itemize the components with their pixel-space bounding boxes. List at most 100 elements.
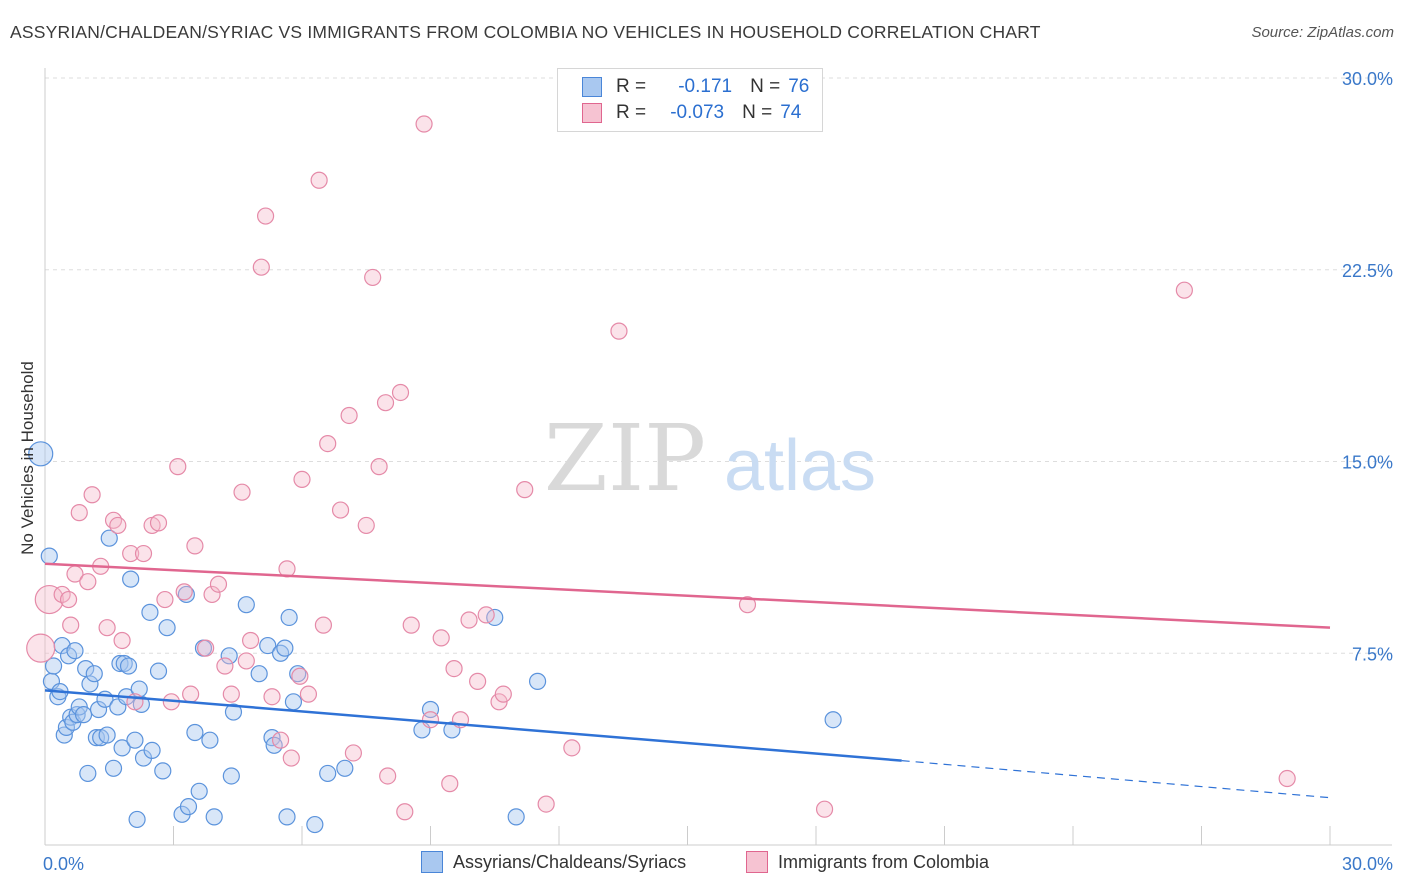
point-colombia — [432, 629, 450, 647]
point-assyrian — [824, 711, 842, 729]
point-colombia — [169, 458, 187, 476]
y-tick-label: 7.5% — [1352, 644, 1393, 664]
point-assyrian — [319, 764, 337, 783]
point-colombia — [34, 584, 64, 615]
point-assyrian — [276, 639, 294, 657]
trend-lines — [44, 562, 1331, 799]
point-assyrian — [100, 529, 118, 547]
trend-line-assyrian-extension — [901, 760, 1331, 799]
point-assyrian — [154, 762, 172, 780]
point-colombia — [344, 744, 362, 762]
point-colombia — [477, 606, 495, 624]
point-colombia — [79, 573, 97, 591]
point-assyrian — [44, 657, 63, 675]
point-assyrian — [222, 767, 240, 785]
point-assyrian — [113, 739, 131, 757]
point-assyrian — [89, 700, 108, 719]
point-colombia — [216, 657, 234, 675]
point-assyrian — [28, 441, 54, 467]
point-colombia — [186, 537, 204, 555]
point-colombia — [563, 739, 581, 757]
point-assyrian — [201, 731, 219, 749]
point-colombia — [70, 504, 88, 522]
point-colombia — [256, 207, 275, 225]
point-assyrian — [141, 603, 159, 621]
legend-row-colombia: R = -0.073 N = 74 — [582, 100, 801, 126]
point-colombia — [738, 596, 757, 614]
point-assyrian — [87, 729, 106, 747]
point-colombia — [537, 795, 555, 813]
point-colombia — [26, 633, 56, 663]
series-swatch-pink — [746, 851, 768, 873]
point-assyrian — [289, 665, 307, 683]
grid-lines — [45, 77, 1392, 654]
trend-line-colombia — [44, 562, 1331, 629]
point-assyrian — [74, 706, 93, 724]
chart-title: ASSYRIAN/CHALDEAN/SYRIAC VS IMMIGRANTS F… — [10, 22, 1041, 42]
point-assyrian — [98, 726, 116, 744]
legend-n-label: N = — [750, 76, 781, 97]
trend-line-assyrian — [44, 689, 902, 762]
point-assyrian — [278, 808, 296, 826]
point-assyrian — [237, 596, 255, 614]
legend-r-value: -0.073 — [670, 102, 725, 123]
point-assyrian — [81, 675, 99, 693]
point-assyrian — [158, 619, 176, 637]
point-colombia — [197, 639, 215, 657]
point-colombia — [445, 659, 463, 678]
legend-n-label: N = — [742, 102, 773, 123]
point-assyrian — [179, 798, 198, 816]
point-colombia — [222, 685, 240, 703]
point-colombia — [252, 258, 270, 276]
point-assyrian — [306, 815, 324, 834]
point-colombia — [156, 590, 174, 609]
legend-swatch-pink — [582, 103, 602, 123]
point-assyrian — [205, 808, 223, 826]
point-colombia — [441, 775, 459, 793]
point-colombia — [242, 631, 260, 650]
point-colombia — [282, 749, 300, 767]
point-colombia — [134, 544, 153, 563]
legend-r-label: R = — [616, 102, 647, 123]
point-colombia — [59, 590, 78, 609]
point-colombia — [415, 115, 433, 133]
point-assyrian — [143, 741, 161, 760]
point-colombia — [331, 501, 350, 519]
point-colombia — [314, 616, 333, 634]
point-colombia — [421, 711, 440, 729]
point-colombia — [815, 800, 834, 818]
point-colombia — [391, 383, 410, 402]
tick-labels: 7.5% 15.0% 22.5% 30.0% 0.0% 30.0% — [43, 69, 1393, 874]
point-colombia — [494, 685, 512, 703]
x-tick-label: 0.0% — [43, 854, 84, 874]
legend-n-value: 74 — [780, 102, 802, 123]
point-assyrian — [119, 657, 138, 675]
point-assyrian — [122, 570, 140, 588]
y-tick-label: 22.5% — [1342, 261, 1393, 281]
point-colombia — [237, 652, 255, 670]
point-colombia — [122, 544, 140, 563]
point-colombia — [233, 483, 251, 501]
y-tick-label: 30.0% — [1342, 69, 1393, 89]
point-assyrian — [79, 764, 97, 783]
point-colombia — [109, 516, 127, 535]
series-legend: Assyrians/Chaldeans/Syriacs Immigrants f… — [0, 851, 1406, 877]
point-colombia — [460, 611, 478, 629]
point-assyrian — [149, 662, 168, 680]
point-colombia — [263, 688, 281, 706]
watermark: ZIP atlas — [544, 405, 876, 512]
point-colombia — [402, 616, 420, 634]
legend-r-value: -0.171 — [678, 76, 733, 97]
point-colombia — [83, 486, 101, 504]
stats-legend: R = -0.171 N = 76 R = -0.073 N = 74 — [557, 68, 823, 132]
point-colombia — [1175, 281, 1193, 299]
point-assyrian — [40, 547, 58, 565]
point-assyrian — [177, 585, 195, 604]
point-colombia — [98, 619, 116, 637]
point-colombia — [516, 481, 534, 499]
point-assyrian — [507, 808, 525, 826]
point-colombia — [370, 458, 388, 476]
point-colombia — [271, 731, 290, 749]
point-colombia — [149, 514, 168, 532]
